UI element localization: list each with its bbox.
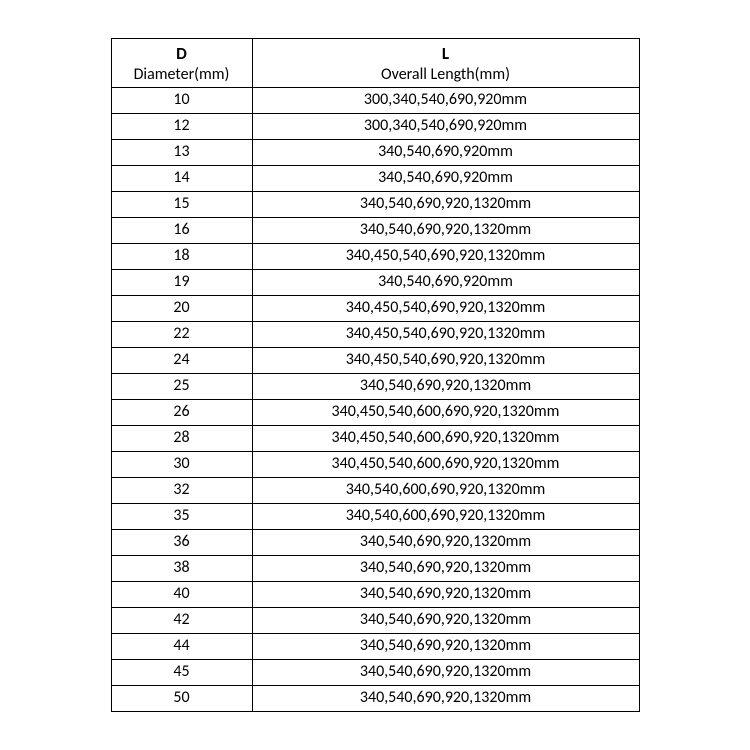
cell-length: 340,450,540,600,690,920,1320mm xyxy=(252,425,639,451)
cell-length: 300,340,540,690,920mm xyxy=(252,87,639,113)
cell-diameter: 10 xyxy=(111,87,252,113)
column-header-length: L Overall Length(mm) xyxy=(252,39,639,87)
cell-diameter: 13 xyxy=(111,139,252,165)
table-row: 13340,540,690,920mm xyxy=(111,139,639,165)
table-row: 50340,540,690,920,1320mm xyxy=(111,685,639,711)
cell-length: 340,540,690,920mm xyxy=(252,139,639,165)
table-row: 30340,450,540,600,690,920,1320mm xyxy=(111,451,639,477)
cell-diameter: 42 xyxy=(111,607,252,633)
table-row: 22340,450,540,690,920,1320mm xyxy=(111,321,639,347)
table-row: 32340,540,600,690,920,1320mm xyxy=(111,477,639,503)
table-row: 44340,540,690,920,1320mm xyxy=(111,633,639,659)
cell-diameter: 36 xyxy=(111,529,252,555)
cell-diameter: 19 xyxy=(111,269,252,295)
table-row: 14340,540,690,920mm xyxy=(111,165,639,191)
column-symbol: D xyxy=(118,43,246,64)
table-row: 15340,540,690,920,1320mm xyxy=(111,191,639,217)
table-row: 19340,540,690,920mm xyxy=(111,269,639,295)
cell-diameter: 40 xyxy=(111,581,252,607)
cell-length: 340,540,690,920,1320mm xyxy=(252,633,639,659)
cell-diameter: 24 xyxy=(111,347,252,373)
cell-diameter: 26 xyxy=(111,399,252,425)
table-row: 16340,540,690,920,1320mm xyxy=(111,217,639,243)
cell-length: 340,540,690,920,1320mm xyxy=(252,191,639,217)
column-header-diameter: D Diameter(mm) xyxy=(111,39,252,87)
cell-length: 340,540,690,920,1320mm xyxy=(252,373,639,399)
cell-length: 340,540,690,920,1320mm xyxy=(252,217,639,243)
cell-diameter: 18 xyxy=(111,243,252,269)
table-row: 38340,540,690,920,1320mm xyxy=(111,555,639,581)
column-label: Diameter(mm) xyxy=(118,65,246,85)
cell-length: 340,540,600,690,920,1320mm xyxy=(252,477,639,503)
table-row: 42340,540,690,920,1320mm xyxy=(111,607,639,633)
cell-length: 340,540,690,920,1320mm xyxy=(252,555,639,581)
cell-diameter: 16 xyxy=(111,217,252,243)
table-row: 24340,450,540,690,920,1320mm xyxy=(111,347,639,373)
cell-length: 340,450,540,690,920,1320mm xyxy=(252,321,639,347)
cell-length: 340,540,690,920,1320mm xyxy=(252,659,639,685)
cell-diameter: 28 xyxy=(111,425,252,451)
spec-table: D Diameter(mm) L Overall Length(mm) 1030… xyxy=(111,38,640,711)
cell-length: 340,450,540,690,920,1320mm xyxy=(252,347,639,373)
cell-length: 340,540,600,690,920,1320mm xyxy=(252,503,639,529)
cell-diameter: 22 xyxy=(111,321,252,347)
cell-diameter: 44 xyxy=(111,633,252,659)
column-symbol: L xyxy=(259,43,633,64)
cell-diameter: 35 xyxy=(111,503,252,529)
cell-diameter: 14 xyxy=(111,165,252,191)
cell-diameter: 38 xyxy=(111,555,252,581)
cell-diameter: 25 xyxy=(111,373,252,399)
table-row: 18340,450,540,690,920,1320mm xyxy=(111,243,639,269)
table-row: 45340,540,690,920,1320mm xyxy=(111,659,639,685)
table-row: 26340,450,540,600,690,920,1320mm xyxy=(111,399,639,425)
table-row: 20340,450,540,690,920,1320mm xyxy=(111,295,639,321)
table-row: 35340,540,600,690,920,1320mm xyxy=(111,503,639,529)
table-row: 28340,450,540,600,690,920,1320mm xyxy=(111,425,639,451)
table-row: 10300,340,540,690,920mm xyxy=(111,87,639,113)
table-header-row: D Diameter(mm) L Overall Length(mm) xyxy=(111,39,639,87)
cell-diameter: 15 xyxy=(111,191,252,217)
cell-diameter: 20 xyxy=(111,295,252,321)
cell-length: 340,540,690,920,1320mm xyxy=(252,685,639,711)
cell-length: 340,540,690,920mm xyxy=(252,269,639,295)
table-row: 36340,540,690,920,1320mm xyxy=(111,529,639,555)
cell-length: 340,450,540,690,920,1320mm xyxy=(252,243,639,269)
cell-length: 340,450,540,690,920,1320mm xyxy=(252,295,639,321)
table-row: 25340,540,690,920,1320mm xyxy=(111,373,639,399)
table-row: 12300,340,540,690,920mm xyxy=(111,113,639,139)
cell-length: 340,540,690,920,1320mm xyxy=(252,529,639,555)
cell-diameter: 30 xyxy=(111,451,252,477)
cell-length: 340,540,690,920,1320mm xyxy=(252,581,639,607)
cell-diameter: 50 xyxy=(111,685,252,711)
cell-length: 340,540,690,920mm xyxy=(252,165,639,191)
table-row: 40340,540,690,920,1320mm xyxy=(111,581,639,607)
cell-length: 340,450,540,600,690,920,1320mm xyxy=(252,399,639,425)
column-label: Overall Length(mm) xyxy=(259,65,633,85)
cell-diameter: 32 xyxy=(111,477,252,503)
cell-length: 300,340,540,690,920mm xyxy=(252,113,639,139)
cell-diameter: 12 xyxy=(111,113,252,139)
cell-length: 340,450,540,600,690,920,1320mm xyxy=(252,451,639,477)
table-body: 10300,340,540,690,920mm12300,340,540,690… xyxy=(111,87,639,711)
cell-diameter: 45 xyxy=(111,659,252,685)
cell-length: 340,540,690,920,1320mm xyxy=(252,607,639,633)
